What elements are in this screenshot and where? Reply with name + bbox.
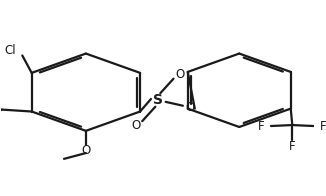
Text: O: O (185, 101, 195, 114)
Text: F: F (320, 120, 326, 132)
Text: O: O (175, 68, 185, 81)
Text: O: O (131, 119, 141, 132)
Text: S: S (153, 93, 163, 107)
Text: Cl: Cl (4, 44, 16, 57)
Text: F: F (289, 140, 296, 153)
Text: F: F (258, 120, 265, 132)
Text: O: O (81, 144, 91, 157)
